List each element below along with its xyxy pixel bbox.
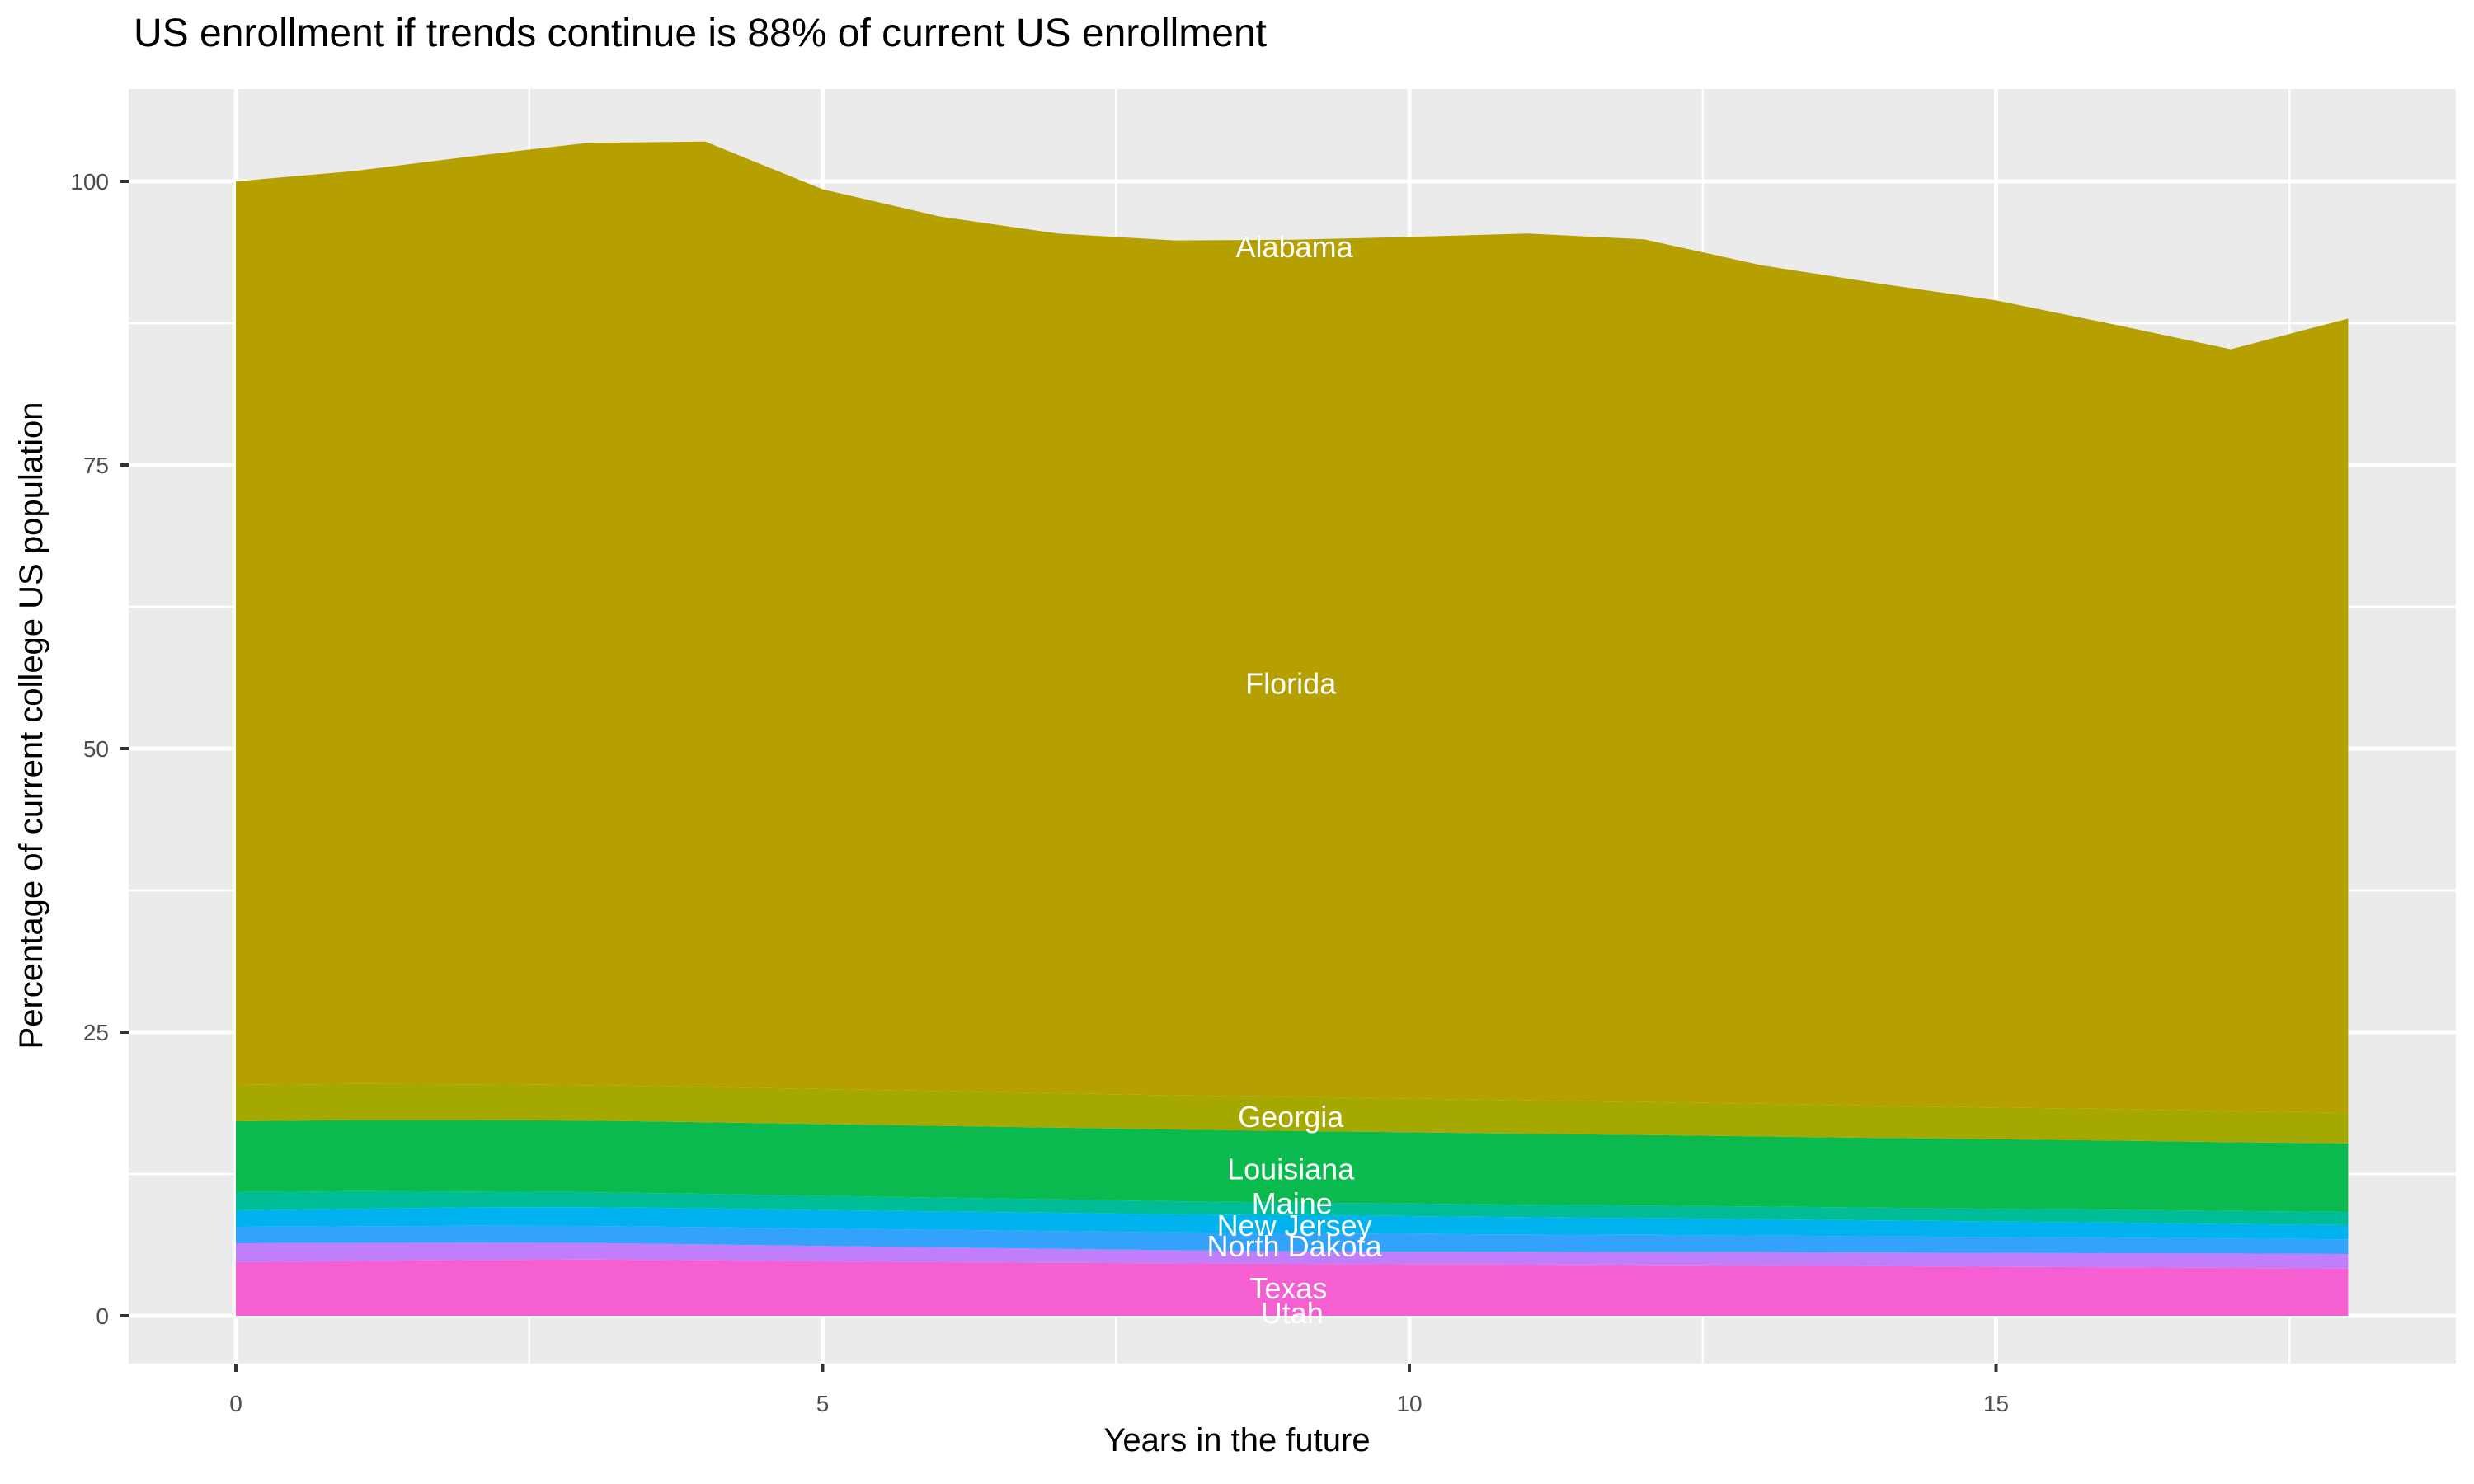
area-new-jersey <box>236 1207 2349 1240</box>
x-axis-title: Years in the future <box>1103 1423 1371 1459</box>
area-label-georgia: Georgia <box>1238 1100 1344 1134</box>
y-tick-label-50: 50 <box>83 736 109 762</box>
y-tick-label-100: 100 <box>70 169 109 195</box>
area-label-maine: Maine <box>1252 1186 1333 1220</box>
area-florida <box>236 141 2349 1113</box>
area-georgia <box>236 1083 2349 1144</box>
y-tick-label-75: 75 <box>83 453 109 478</box>
area-label-new-jersey: New Jersey <box>1217 1209 1372 1242</box>
chart-title: US enrollment if trends continue is 88% … <box>134 12 1267 56</box>
area-label-texas: Texas <box>1249 1271 1327 1305</box>
area-label-north-dakota: North Dakota <box>1207 1229 1383 1263</box>
y-tick-label-0: 0 <box>96 1303 109 1329</box>
x-tick-label-5: 5 <box>816 1391 830 1416</box>
area-louisiana <box>236 1120 2349 1212</box>
area-maine <box>236 1190 2349 1225</box>
x-tick-label-10: 10 <box>1396 1391 1422 1416</box>
y-tick-label-25: 25 <box>83 1020 109 1045</box>
x-tick-label-15: 15 <box>1983 1391 2009 1416</box>
area-north-dakota <box>236 1225 2349 1254</box>
area-label-alabama: Alabama <box>1236 230 1354 264</box>
area-label-utah: Utah <box>1261 1296 1324 1330</box>
area-utah <box>236 1259 2349 1316</box>
x-tick-label-0: 0 <box>229 1391 242 1416</box>
area-label-louisiana: Louisiana <box>1227 1152 1355 1186</box>
area-texas <box>236 1242 2349 1269</box>
y-axis-title: Percentage of current college US populat… <box>14 402 50 1050</box>
area-label-florida: Florida <box>1245 667 1337 701</box>
